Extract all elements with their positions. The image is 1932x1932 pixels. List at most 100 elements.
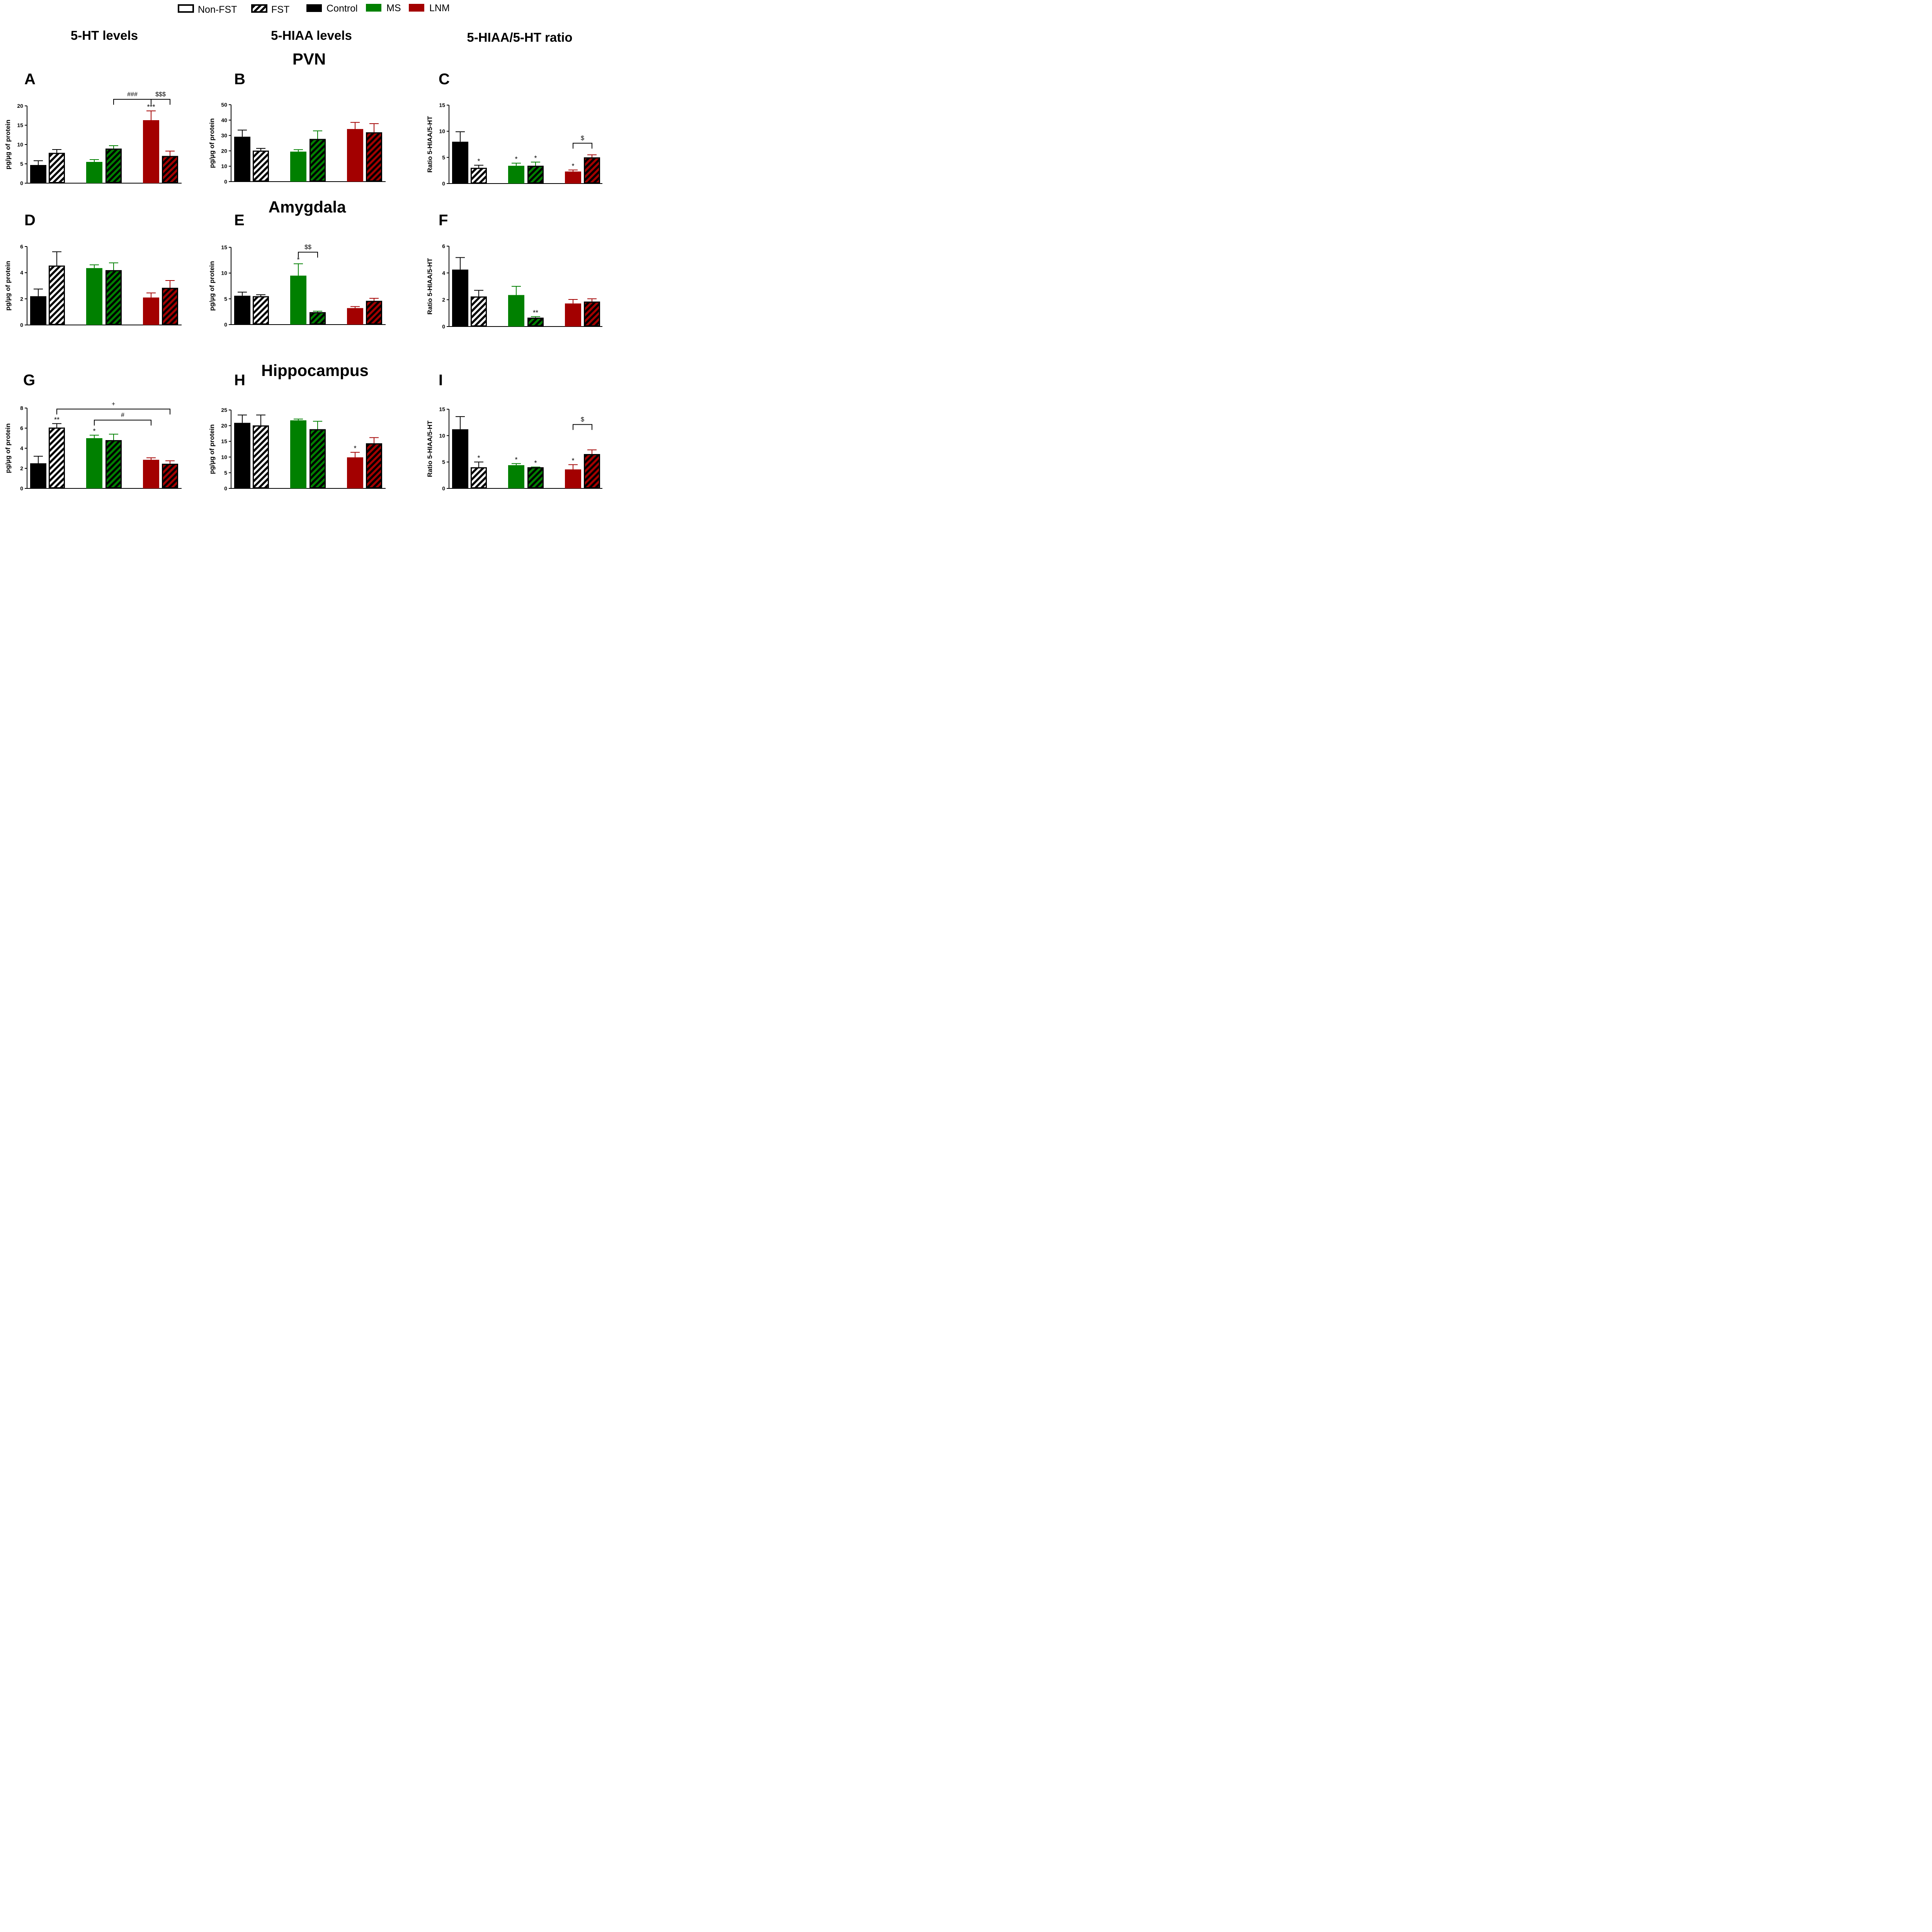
bar-f-lnm-non-fst [565,303,581,327]
panel-letter-c: C [439,71,450,88]
comparison-bracket-c [573,143,592,149]
bracket-label-e: $$ [304,244,311,251]
y-tick-label-i: 5 [442,459,445,465]
column-title-ratio: 5-HIAA/5-HT ratio [467,30,572,44]
y-tick-label-e: 5 [224,296,227,302]
significance-mark-g: * [93,427,95,435]
significance-mark-e: * [297,256,299,264]
bar-a-ms-non-fst [86,162,102,183]
bar-h-lnm-fst [366,443,382,489]
bar-c-lnm-fst [584,157,600,184]
bracket-label-a: ### [127,91,138,98]
y-axis-label-h: pg/µg of protein [208,424,216,474]
bar-i-ms-fst [527,467,544,488]
y-tick-label-i: 15 [439,406,445,412]
bracket-label-i: $ [581,417,584,423]
legend-swatch-ms [366,4,381,12]
bar-g-ms-non-fst [86,438,102,488]
bar-f-lnm-fst [584,301,600,327]
y-tick-label-f: 6 [442,243,445,249]
legend-label-lnm: LNM [429,3,450,14]
significance-mark-c: * [477,158,480,165]
chart-panel-d: Dpg/µg of protein 0 2 4 6 [4,212,182,328]
bar-e-lnm-fst [366,301,382,325]
bar-h-control-fst [253,425,269,488]
bar-b-lnm-fst [366,132,382,182]
y-tick-label-d: 6 [20,243,23,250]
bar-i-lnm-fst [584,454,600,488]
y-tick-label-f: 4 [442,270,445,276]
y-axis-label-d: pg/µg of protein [4,261,12,311]
y-tick-label-h: 20 [221,423,227,429]
significance-mark-i: * [534,459,537,467]
bar-f-ms-non-fst [508,295,524,327]
bar-d-ms-fst [105,270,122,325]
chart-panel-c: C Ratio 5-HIAA/5-HT 0 5 10 15 * * * * $ [426,71,602,187]
chart-panel-b: Bpg/µg of protein 0 10 20 30 40 50 [208,71,386,185]
bar-b-lnm-non-fst [347,129,363,182]
y-axis-label-i: Ratio 5-HIAA/5-HT [426,420,434,477]
figure-canvas: Non-FST FST Control MS LNM 5-HT levels 5… [4,3,602,492]
bar-g-lnm-fst [162,464,178,488]
bar-a-lnm-non-fst [143,120,159,183]
y-tick-label-g: 2 [20,465,23,471]
panel-letter-d: D [24,212,36,229]
bar-a-lnm-fst [162,156,178,183]
bar-e-control-non-fst [234,296,250,325]
panel-letter-e: E [234,212,245,229]
chart-panel-i: I Ratio 5-HIAA/5-HT 0 5 10 15 * * * * $ [426,372,602,492]
y-axis-label-a: pg/µg of protein [4,120,12,170]
panel-letter-b: B [234,71,245,88]
y-tick-label-c: 15 [439,102,445,108]
comparison-bracket-g [56,408,170,415]
bar-e-ms-non-fst [290,276,306,325]
y-tick-label-a: 20 [17,103,23,109]
y-tick-label-b: 30 [221,133,227,139]
y-tick-label-i: 0 [442,485,445,492]
bar-c-ms-non-fst [508,165,524,184]
bar-f-control-non-fst [452,269,468,327]
y-tick-label-h: 10 [221,454,227,460]
y-tick-label-a: 10 [17,141,23,148]
y-axis-label-c: Ratio 5-HIAA/5-HT [426,116,434,173]
bar-d-ms-non-fst [86,268,102,325]
y-tick-label-e: 10 [221,270,227,276]
bar-e-lnm-non-fst [347,308,363,325]
bar-d-lnm-fst [162,287,178,325]
y-tick-label-f: 2 [442,297,445,303]
y-tick-label-g: 0 [20,485,23,492]
bar-a-control-fst [49,153,65,183]
bar-e-ms-fst [310,312,326,325]
bar-c-ms-fst [527,165,544,184]
bar-i-control-non-fst [452,429,468,488]
y-tick-label-h: 15 [221,438,227,444]
panel-letter-h: H [234,372,245,389]
comparison-bracket-a [113,99,151,105]
legend-swatch-control [306,4,322,12]
y-tick-label-c: 10 [439,128,445,134]
significance-mark-i: * [571,457,574,465]
y-tick-label-b: 0 [224,179,227,185]
significance-mark-i: * [515,456,517,464]
comparison-bracket-i [573,424,592,430]
legend-label-fst: FST [271,4,289,15]
legend-label-control: Control [327,3,358,14]
y-tick-label-f: 0 [442,323,445,330]
bar-h-ms-fst [310,429,326,488]
y-tick-label-g: 6 [20,425,23,431]
column-title-5ht: 5-HT levels [71,28,138,43]
panel-letter-a: A [24,71,36,88]
significance-mark-g: ** [54,416,60,423]
y-tick-label-b: 40 [221,117,227,123]
chart-panel-f: F Ratio 5-HIAA/5-HT 0 2 4 6 ** [426,212,602,330]
bar-g-ms-fst [105,440,122,488]
bar-h-control-non-fst [234,423,250,488]
y-tick-label-c: 5 [442,154,445,160]
region-title-hippocampus: Hippocampus [261,361,369,379]
significance-mark-i: * [477,454,480,462]
bar-b-control-fst [253,150,269,182]
y-tick-label-d: 2 [20,296,23,302]
bar-f-control-fst [471,296,487,327]
bar-g-control-non-fst [30,463,46,488]
